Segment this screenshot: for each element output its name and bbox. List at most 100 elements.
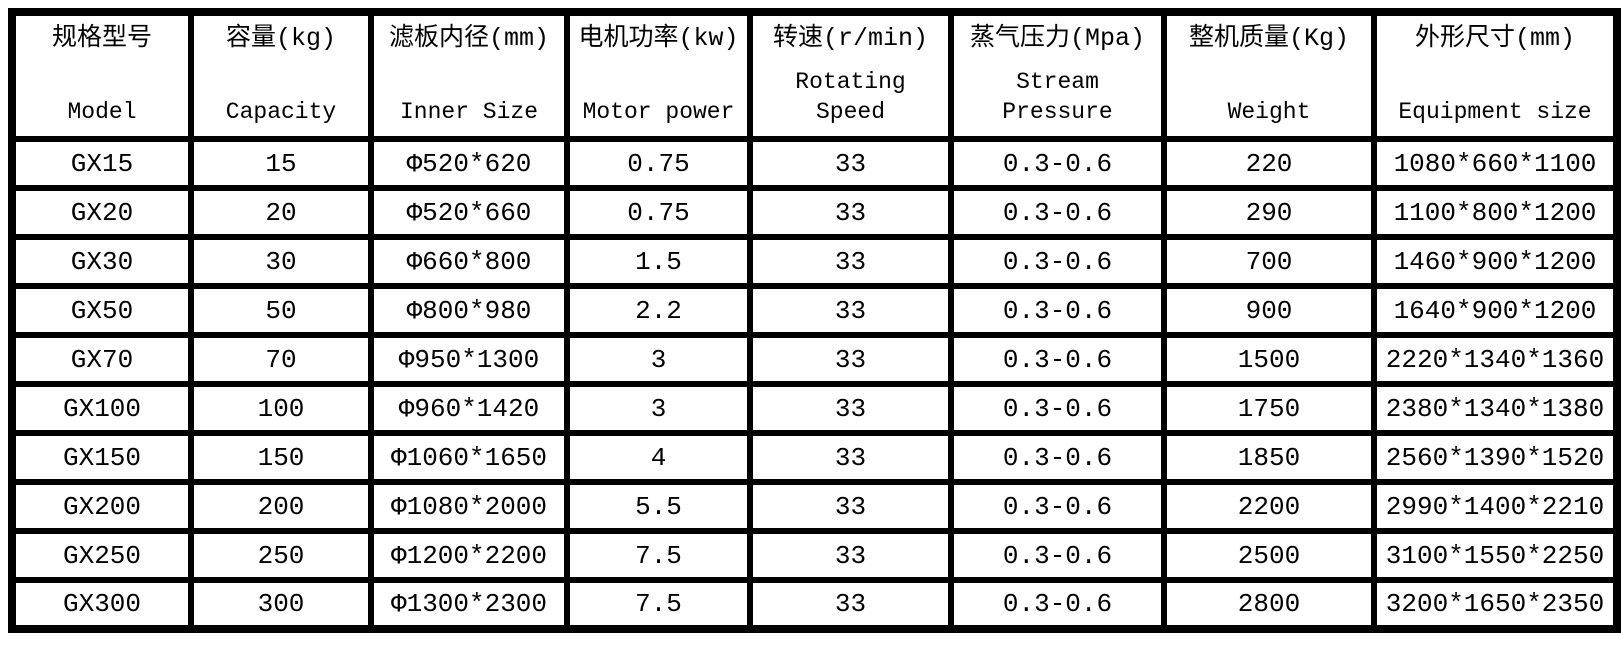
cell-rotating-speed: 33 [747, 430, 954, 485]
col-header-model: 规格型号 Model [9, 9, 194, 142]
cell-weight: 700 [1161, 234, 1377, 289]
cell-rotating-speed: 33 [747, 136, 954, 191]
col-header-rotating-speed-zh: 转速(r/min) [772, 24, 929, 53]
cell-model: GX50 [9, 283, 194, 338]
col-header-motor-power-zh: 电机功率(kw) [578, 24, 739, 53]
col-header-motor-power-en: Motor power [582, 99, 735, 126]
cell-model: GX100 [9, 381, 194, 436]
col-header-model-en: Model [67, 99, 137, 126]
table-row-gx70: GX70 70 Φ950*1300 3 33 0.3-0.6 1500 2220*1340*1… [9, 332, 1620, 387]
col-header-steam-pressure-en: Stream Pressure [1002, 69, 1113, 126]
col-header-capacity-en: Capacity [225, 99, 337, 126]
cell-inner-size: Φ1300*2300 [368, 577, 570, 632]
col-header-rotating-speed-en: Rotating Speed [795, 69, 906, 126]
cell-capacity: 250 [188, 528, 374, 583]
cell-model: GX15 [9, 136, 194, 191]
cell-steam-pressure: 0.3-0.6 [948, 234, 1167, 289]
cell-capacity: 200 [188, 479, 374, 534]
table-row-gx30: GX30 30 Φ660*800 1.5 33 0.3-0.6 700 1460*900*12… [9, 234, 1620, 289]
cell-rotating-speed: 33 [747, 577, 954, 632]
cell-equipment-size: 1100*800*1200 [1371, 185, 1620, 240]
cell-inner-size: Φ1060*1650 [368, 430, 570, 485]
cell-weight: 1500 [1161, 332, 1377, 387]
cell-steam-pressure: 0.3-0.6 [948, 136, 1167, 191]
table-row-gx20: GX20 20 Φ520*660 0.75 33 0.3-0.6 290 1100*800*1… [9, 185, 1620, 240]
cell-inner-size: Φ960*1420 [368, 381, 570, 436]
cell-capacity: 20 [188, 185, 374, 240]
cell-inner-size: Φ1200*2200 [368, 528, 570, 583]
col-header-steam-pressure: 蒸气压力(Mpa) Stream Pressure [948, 9, 1167, 142]
col-header-inner-size-en: Inner Size [399, 99, 539, 126]
spec-table-body: GX15 15 Φ520*620 0.75 33 0.3-0.6 220 1080*660*1… [9, 136, 1620, 632]
cell-inner-size: Φ1080*2000 [368, 479, 570, 534]
cell-inner-size: Φ800*980 [368, 283, 570, 338]
cell-capacity: 300 [188, 577, 374, 632]
cell-motor-power: 5.5 [564, 479, 753, 534]
cell-steam-pressure: 0.3-0.6 [948, 332, 1167, 387]
cell-capacity: 30 [188, 234, 374, 289]
cell-equipment-size: 3200*1650*2350 [1371, 577, 1620, 632]
cell-rotating-speed: 33 [747, 185, 954, 240]
cell-motor-power: 3 [564, 332, 753, 387]
cell-steam-pressure: 0.3-0.6 [948, 381, 1167, 436]
cell-weight: 2800 [1161, 577, 1377, 632]
col-header-weight-en: Weight [1227, 99, 1311, 126]
col-header-weight: 整机质量(Kg) Weight [1161, 9, 1377, 142]
col-header-inner-size-zh: 滤板内径(mm) [388, 24, 549, 53]
col-header-equipment-size: 外形尺寸(mm) Equipment size [1371, 9, 1620, 142]
cell-steam-pressure: 0.3-0.6 [948, 283, 1167, 338]
cell-capacity: 50 [188, 283, 374, 338]
cell-equipment-size: 3100*1550*2250 [1371, 528, 1620, 583]
cell-weight: 2500 [1161, 528, 1377, 583]
cell-model: GX150 [9, 430, 194, 485]
cell-motor-power: 7.5 [564, 528, 753, 583]
cell-weight: 220 [1161, 136, 1377, 191]
cell-steam-pressure: 0.3-0.6 [948, 479, 1167, 534]
col-header-model-zh: 规格型号 [51, 24, 152, 53]
cell-equipment-size: 2220*1340*1360 [1371, 332, 1620, 387]
col-header-motor-power: 电机功率(kw) Motor power [564, 9, 753, 142]
cell-model: GX250 [9, 528, 194, 583]
cell-capacity: 150 [188, 430, 374, 485]
table-row-gx50: GX50 50 Φ800*980 2.2 33 0.3-0.6 900 1640*900*12… [9, 283, 1620, 338]
col-header-inner-size: 滤板内径(mm) Inner Size [368, 9, 570, 142]
cell-rotating-speed: 33 [747, 234, 954, 289]
cell-motor-power: 0.75 [564, 185, 753, 240]
col-header-equipment-size-zh: 外形尺寸(mm) [1414, 24, 1575, 53]
col-header-steam-pressure-zh: 蒸气压力(Mpa) [969, 24, 1145, 53]
table-row-gx300: GX300 300 Φ1300*2300 7.5 33 0.3-0.6 2800 3200*1… [9, 577, 1620, 632]
cell-motor-power: 7.5 [564, 577, 753, 632]
cell-inner-size: Φ520*620 [368, 136, 570, 191]
cell-capacity: 15 [188, 136, 374, 191]
cell-steam-pressure: 0.3-0.6 [948, 185, 1167, 240]
cell-equipment-size: 1640*900*1200 [1371, 283, 1620, 338]
cell-weight: 900 [1161, 283, 1377, 338]
cell-model: GX70 [9, 332, 194, 387]
cell-steam-pressure: 0.3-0.6 [948, 528, 1167, 583]
col-header-capacity-zh: 容量(kg) [225, 24, 336, 53]
spec-sheet: 规格型号 Model 容量(kg) Capacity 滤板内径(mm) Inne… [8, 8, 1621, 633]
equipment-spec-table: 规格型号 Model 容量(kg) Capacity 滤板内径(mm) Inne… [8, 8, 1621, 633]
cell-inner-size: Φ950*1300 [368, 332, 570, 387]
cell-steam-pressure: 0.3-0.6 [948, 577, 1167, 632]
col-header-rotating-speed: 转速(r/min) Rotating Speed [747, 9, 954, 142]
cell-model: GX20 [9, 185, 194, 240]
cell-equipment-size: 2560*1390*1520 [1371, 430, 1620, 485]
cell-inner-size: Φ660*800 [368, 234, 570, 289]
cell-rotating-speed: 33 [747, 332, 954, 387]
cell-equipment-size: 2990*1400*2210 [1371, 479, 1620, 534]
cell-weight: 1750 [1161, 381, 1377, 436]
cell-capacity: 100 [188, 381, 374, 436]
table-row-gx150: GX150 150 Φ1060*1650 4 33 0.3-0.6 1850 2560*139… [9, 430, 1620, 485]
cell-equipment-size: 1460*900*1200 [1371, 234, 1620, 289]
table-row-gx15: GX15 15 Φ520*620 0.75 33 0.3-0.6 220 1080*660*1… [9, 136, 1620, 191]
col-header-equipment-size-en: Equipment size [1398, 99, 1592, 126]
cell-rotating-speed: 33 [747, 528, 954, 583]
cell-equipment-size: 2380*1340*1380 [1371, 381, 1620, 436]
cell-motor-power: 4 [564, 430, 753, 485]
cell-rotating-speed: 33 [747, 381, 954, 436]
col-header-weight-zh: 整机质量(Kg) [1188, 24, 1349, 53]
cell-rotating-speed: 33 [747, 479, 954, 534]
header-row: 规格型号 Model 容量(kg) Capacity 滤板内径(mm) Inne… [9, 9, 1620, 142]
cell-model: GX30 [9, 234, 194, 289]
